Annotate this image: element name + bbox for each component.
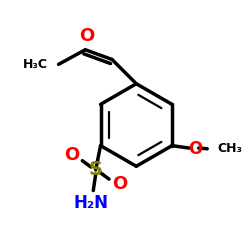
Text: O: O	[188, 140, 202, 158]
Text: S: S	[89, 160, 103, 180]
Text: H₂N: H₂N	[73, 194, 108, 212]
Text: O: O	[64, 146, 79, 164]
Text: H₃C: H₃C	[23, 58, 48, 71]
Text: CH₃: CH₃	[217, 142, 242, 155]
Text: O: O	[112, 176, 128, 194]
Text: O: O	[79, 28, 94, 46]
